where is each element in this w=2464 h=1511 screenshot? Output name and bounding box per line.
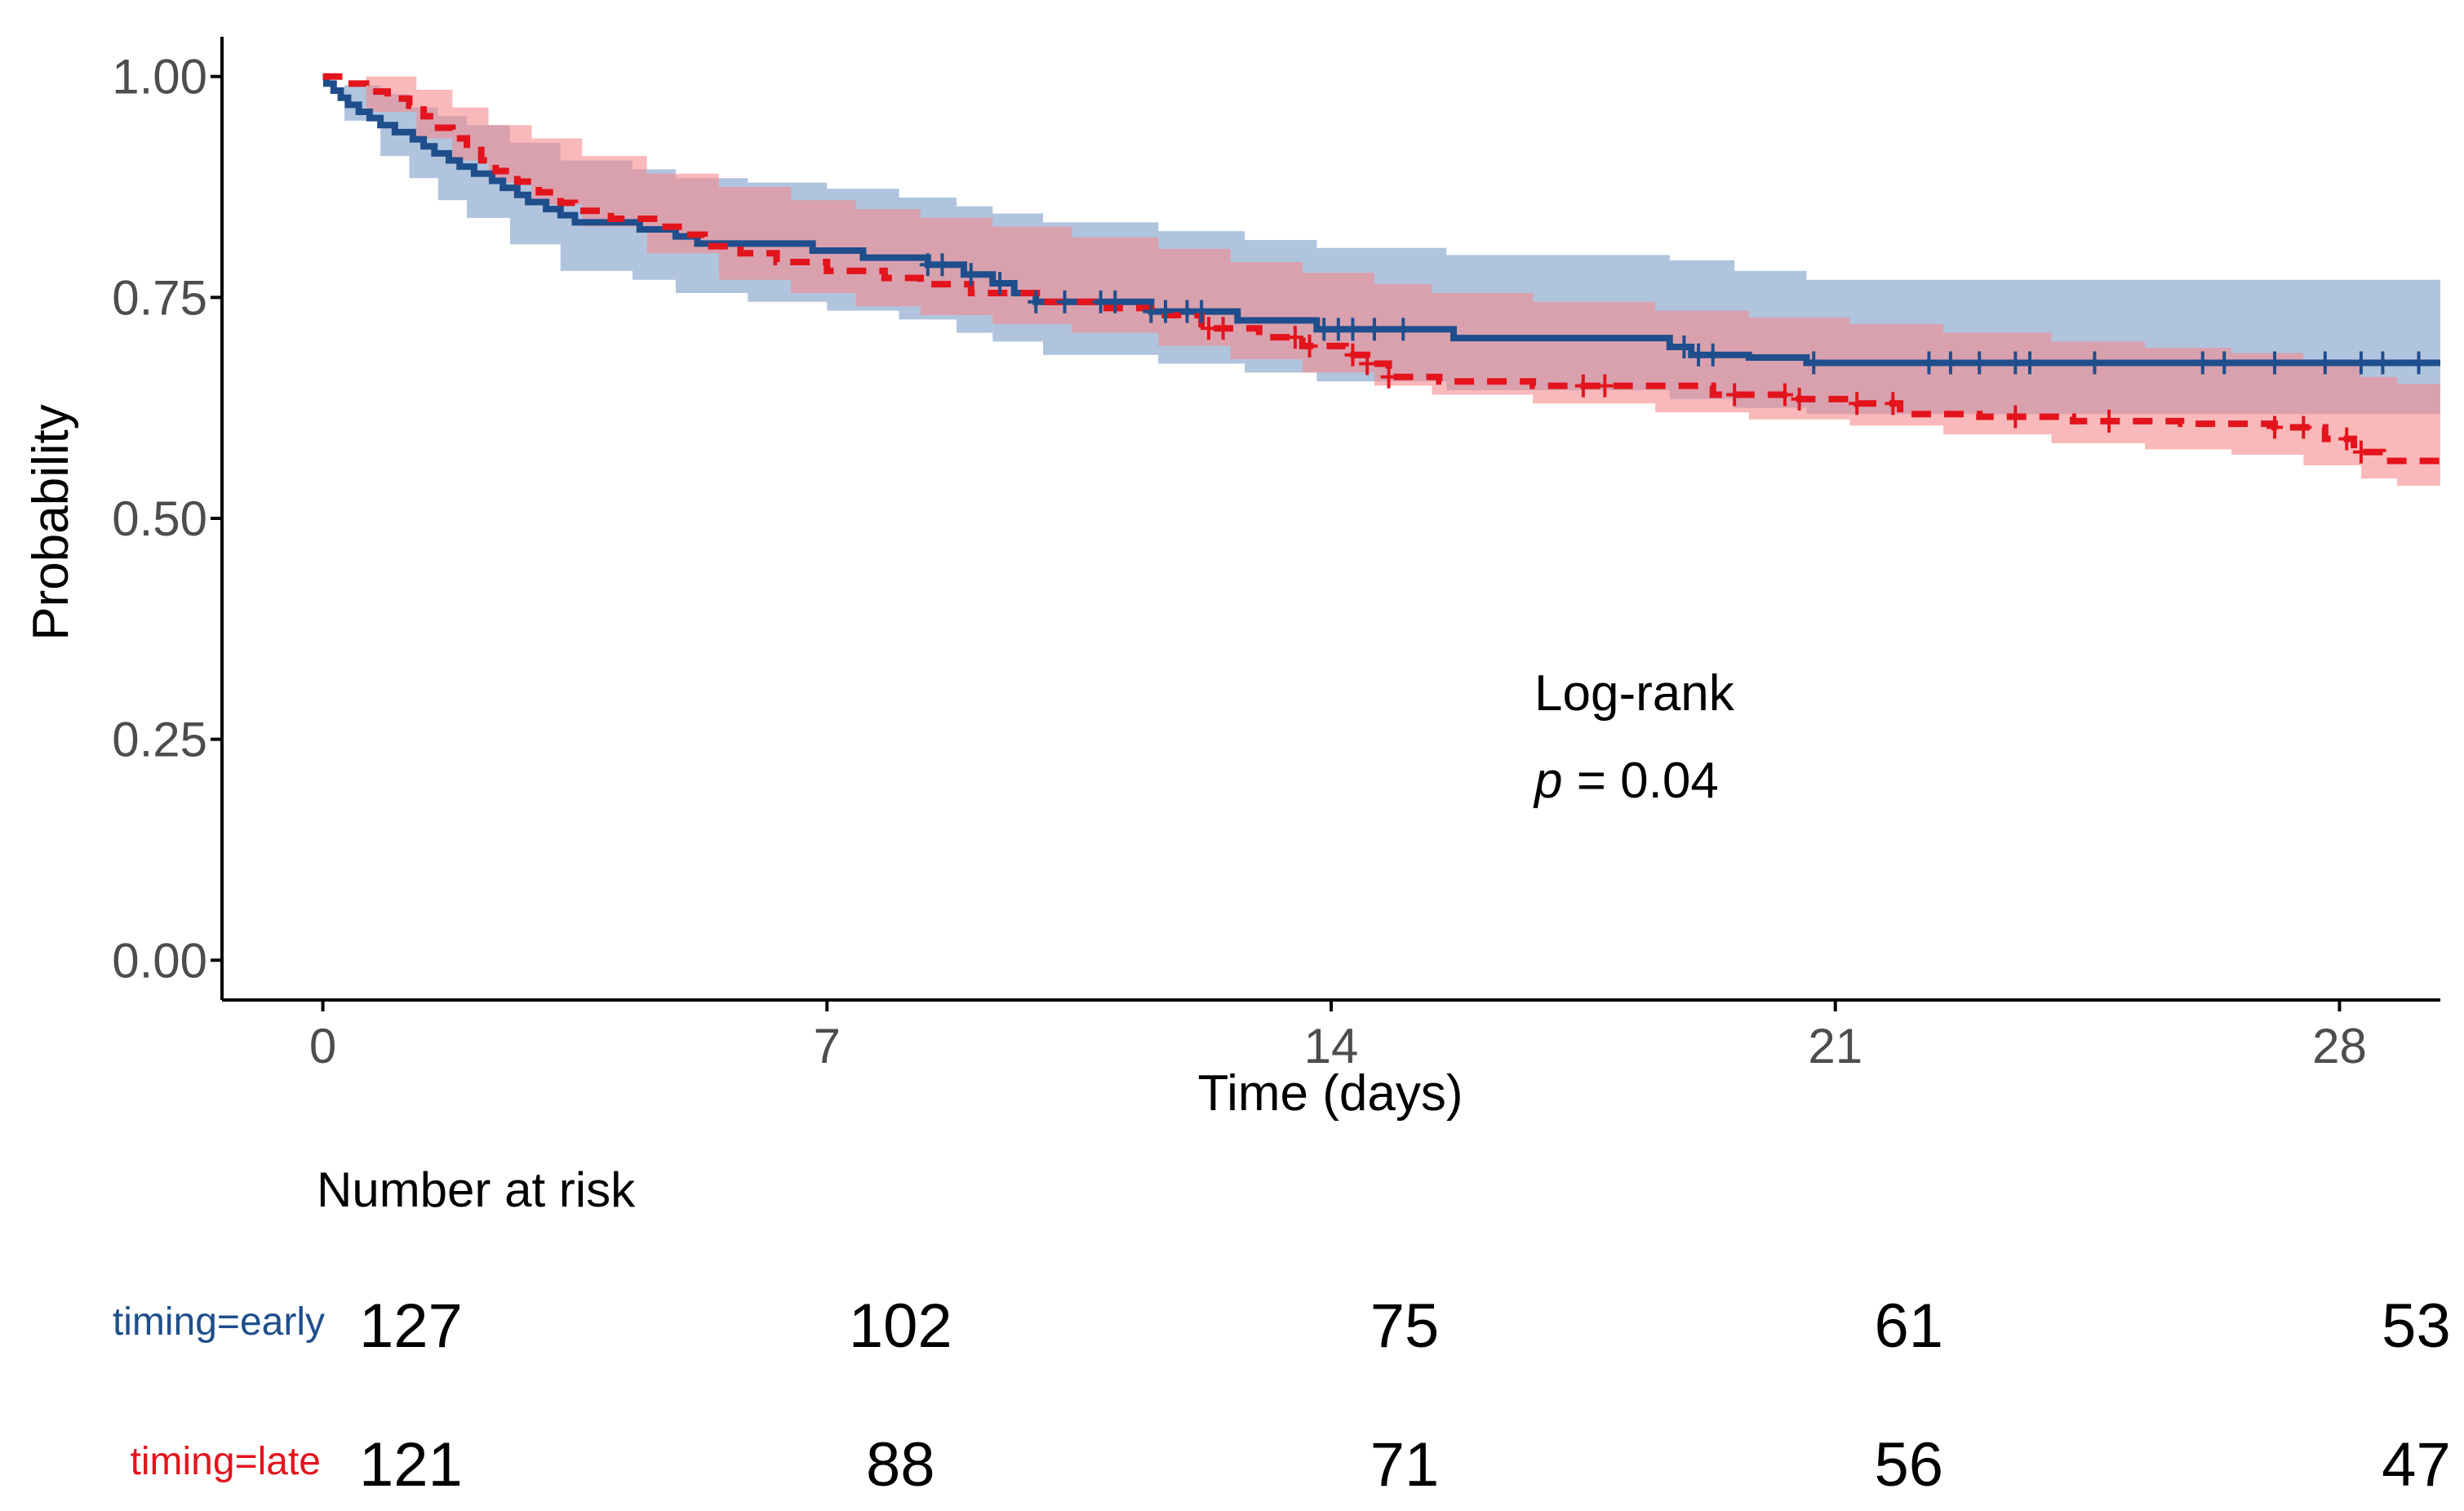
censor-mark-late [2295,416,2312,439]
censor-mark-early [2266,351,2284,375]
censor-mark-early [1344,318,1361,341]
censor-mark-late [2101,409,2118,433]
x-tick-label: 21 [1808,1019,1862,1073]
survival-curve-late [322,73,2440,464]
censor-mark-late [2352,440,2369,464]
censor-mark-early [992,272,1009,296]
censor-mark-early [1676,335,1693,358]
censor-mark-early [1193,300,1210,323]
censor-mark-early [2216,351,2233,375]
censor-mark-early [2316,351,2333,375]
censor-mark-early [1179,300,1196,323]
censor-mark-late [1726,383,1743,407]
censor-mark-late [1776,383,1793,407]
censor-mark-early [2086,351,2103,375]
censor-mark-early [2410,351,2427,375]
x-axis-title: Time (days) [1198,1065,1463,1122]
censor-mark-late [1200,317,1217,340]
risk-table-title: Number at risk [317,1162,636,1217]
censor-mark-early [934,253,951,277]
censor-mark-early [1365,318,1383,341]
risk-value-late: 121 [359,1430,463,1500]
censor-mark-late [1849,392,1866,416]
censor-mark-early [2194,351,2211,375]
censor-mark-late [2007,405,2024,429]
risk-value-late: 71 [1370,1430,1440,1500]
risk-value-late: 56 [1874,1430,1943,1500]
log-rank-label: Log-rank [1534,665,1735,722]
y-tick-label: 0.00 [112,933,207,988]
censor-mark-early [1704,343,1721,367]
censor-mark-early [2352,351,2369,375]
censor-mark-late [1791,387,1808,411]
censor-mark-early [2007,351,2024,375]
y-axis-title: Probability [23,404,79,640]
risk-group-late: timing=late [131,1440,321,1483]
censor-mark-early [1805,351,1822,375]
risk-table-values: 127 102 75 61 53 121 88 71 56 47 [359,1291,2451,1500]
x-tick-label: 7 [814,1019,841,1073]
p-value-text: = 0.04 [1562,753,1718,809]
censor-mark-early [1920,351,1938,375]
risk-value-early: 75 [1370,1291,1440,1361]
risk-value-early: 127 [359,1291,463,1361]
y-tick-label: 0.75 [112,270,207,325]
risk-value-early: 102 [849,1291,952,1361]
x-tick-label: 0 [309,1019,336,1073]
censor-mark-late [1214,317,1232,340]
censor-mark-late [1596,374,1614,398]
risk-value-late: 47 [2382,1430,2451,1500]
risk-value-early: 53 [2382,1291,2451,1361]
censor-mark-early [1056,290,1073,313]
censor-mark-early [1690,343,1707,367]
censor-marks [919,253,2427,464]
censor-mark-late [1885,392,1902,416]
survival-curves [322,73,2440,464]
censor-mark-early [1971,351,1988,375]
censor-mark-late [1359,352,1376,376]
censor-mark-late [2266,416,2284,439]
axis-ticks: 0.00 0.25 0.50 0.75 1.00 0 7 14 21 28 [112,50,2367,1073]
y-tick-label: 0.25 [112,713,207,767]
censor-mark-early [2021,351,2038,375]
survival-curve-early [322,73,2440,367]
censor-mark-early [1092,290,1109,313]
censor-mark-late [1574,374,1592,398]
y-tick-label: 1.00 [112,50,207,104]
censor-mark-early [1395,318,1412,341]
censor-mark-early [1143,300,1160,323]
censor-mark-early [919,253,936,277]
risk-group-early: timing=early [113,1300,325,1344]
censor-mark-early [1157,300,1174,323]
y-tick-label: 0.50 [112,491,207,546]
p-symbol: p [1533,753,1562,809]
censor-mark-early [1316,318,1333,341]
censor-mark-early [1028,290,1045,313]
censor-mark-late [1344,343,1361,367]
censor-mark-late [1286,326,1303,349]
censor-mark-early [1942,351,1959,375]
censor-mark-late [1301,334,1318,358]
confidence-band-late [322,76,2441,486]
censor-mark-early [1330,318,1347,341]
p-value-label: p = 0.04 [1533,753,1719,809]
confidence-bands [322,76,2441,486]
x-tick-label: 28 [2312,1019,2367,1073]
censor-mark-late [1380,365,1397,389]
risk-value-late: 88 [866,1430,935,1500]
x-tick-label: 14 [1304,1019,1359,1073]
censor-mark-early [962,263,979,287]
censor-mark-late [2338,427,2355,451]
risk-value-early: 61 [1874,1291,1943,1361]
censor-mark-early [2374,351,2391,375]
censor-mark-early [1107,290,1124,313]
